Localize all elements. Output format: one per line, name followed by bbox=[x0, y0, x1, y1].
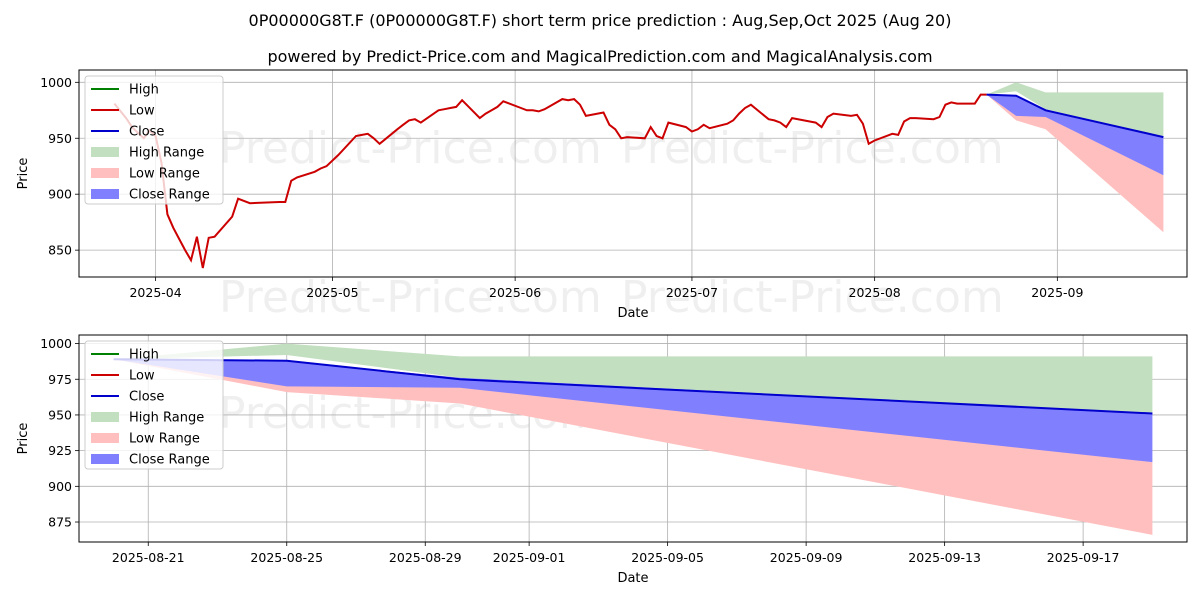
legend-swatch-patch bbox=[91, 147, 119, 157]
chart-legend: High Low Close High Range Low Range Close Ran… bbox=[84, 340, 224, 470]
legend-swatch-patch bbox=[91, 454, 119, 464]
legend-label: High bbox=[129, 83, 159, 98]
close-range-band bbox=[113, 359, 1153, 463]
low-range-band bbox=[986, 94, 1164, 233]
legend-box bbox=[84, 340, 224, 470]
x-axis-label: Date bbox=[617, 571, 648, 586]
y-axis-label: Price bbox=[16, 423, 31, 455]
legend-label: High Range bbox=[129, 411, 204, 426]
y-tick-label: 900 bbox=[48, 187, 72, 202]
legend-swatch-patch bbox=[91, 168, 119, 178]
legend-label: Low Range bbox=[129, 167, 200, 182]
x-tick-label: 2025-09-17 bbox=[1047, 550, 1120, 565]
x-axis-label: Date bbox=[617, 306, 648, 321]
x-tick-label: 2025-09 bbox=[1031, 285, 1083, 300]
high-range-band bbox=[986, 82, 1164, 138]
legend-label: High Range bbox=[129, 146, 204, 161]
plot-area bbox=[113, 82, 1164, 269]
legend-label: Low Range bbox=[129, 432, 200, 447]
chart-legend: High Low Close High Range Low Range Close Ran… bbox=[84, 75, 224, 205]
x-tick-label: 2025-07 bbox=[666, 285, 718, 300]
chart-title: 0P00000G8T.F (0P00000G8T.F) short term p… bbox=[249, 11, 952, 30]
y-tick-label: 850 bbox=[48, 243, 72, 258]
y-axis-label: Price bbox=[16, 158, 31, 190]
chart-subtitle: powered by Predict-Price.com and Magical… bbox=[267, 47, 932, 66]
watermark-text: Predict-Price.com bbox=[621, 272, 1004, 323]
x-tick-label: 2025-09-09 bbox=[770, 550, 843, 565]
x-tick-label: 2025-08-21 bbox=[112, 550, 185, 565]
y-tick-label: 900 bbox=[48, 479, 72, 494]
close-range-band bbox=[986, 94, 1164, 176]
chart-panel-2: Predict-Price.comPredict-Price.com2025-0… bbox=[16, 334, 1188, 586]
y-tick-label: 1000 bbox=[40, 336, 72, 351]
legend-label: Close Range bbox=[129, 188, 210, 203]
watermark-text: Predict-Price.com bbox=[621, 123, 1004, 174]
x-tick-label: 2025-06 bbox=[489, 285, 541, 300]
legend-label: High bbox=[129, 348, 159, 363]
x-tick-label: 2025-05 bbox=[306, 285, 358, 300]
x-tick-label: 2025-09-05 bbox=[631, 550, 704, 565]
watermark-text: Predict-Price.com bbox=[219, 123, 602, 174]
y-tick-label: 1000 bbox=[40, 75, 72, 90]
legend-label: Close Range bbox=[129, 453, 210, 468]
legend-label: Low bbox=[129, 104, 155, 119]
legend-label: Close bbox=[129, 390, 164, 405]
axes-frame bbox=[78, 69, 1188, 278]
legend-swatch-patch bbox=[91, 189, 119, 199]
legend-label: Low bbox=[129, 369, 155, 384]
x-tick-label: 2025-08 bbox=[849, 285, 901, 300]
legend-swatch-patch bbox=[91, 412, 119, 422]
y-tick-label: 950 bbox=[48, 131, 72, 146]
y-tick-label: 925 bbox=[48, 443, 72, 458]
legend-label: Close bbox=[129, 125, 164, 140]
legend-swatch-patch bbox=[91, 433, 119, 443]
close-forecast-line bbox=[986, 93, 1164, 139]
x-tick-label: 2025-08-29 bbox=[389, 550, 462, 565]
axes-frame bbox=[78, 334, 1188, 543]
low-price-line bbox=[113, 93, 987, 269]
x-tick-label: 2025-08-25 bbox=[250, 550, 323, 565]
legend-box bbox=[84, 75, 224, 205]
y-tick-label: 975 bbox=[48, 372, 72, 387]
y-tick-label: 950 bbox=[48, 407, 72, 422]
x-tick-label: 2025-09-13 bbox=[908, 550, 981, 565]
watermark-text: Predict-Price.com bbox=[219, 272, 602, 323]
x-tick-label: 2025-09-01 bbox=[493, 550, 566, 565]
x-tick-label: 2025-04 bbox=[129, 285, 181, 300]
y-tick-label: 875 bbox=[48, 515, 72, 530]
chart-panel-1: Predict-Price.com Predict-Price.com Predic… bbox=[16, 69, 1188, 323]
high-range-band bbox=[113, 343, 1153, 414]
plot-area bbox=[113, 343, 1153, 535]
